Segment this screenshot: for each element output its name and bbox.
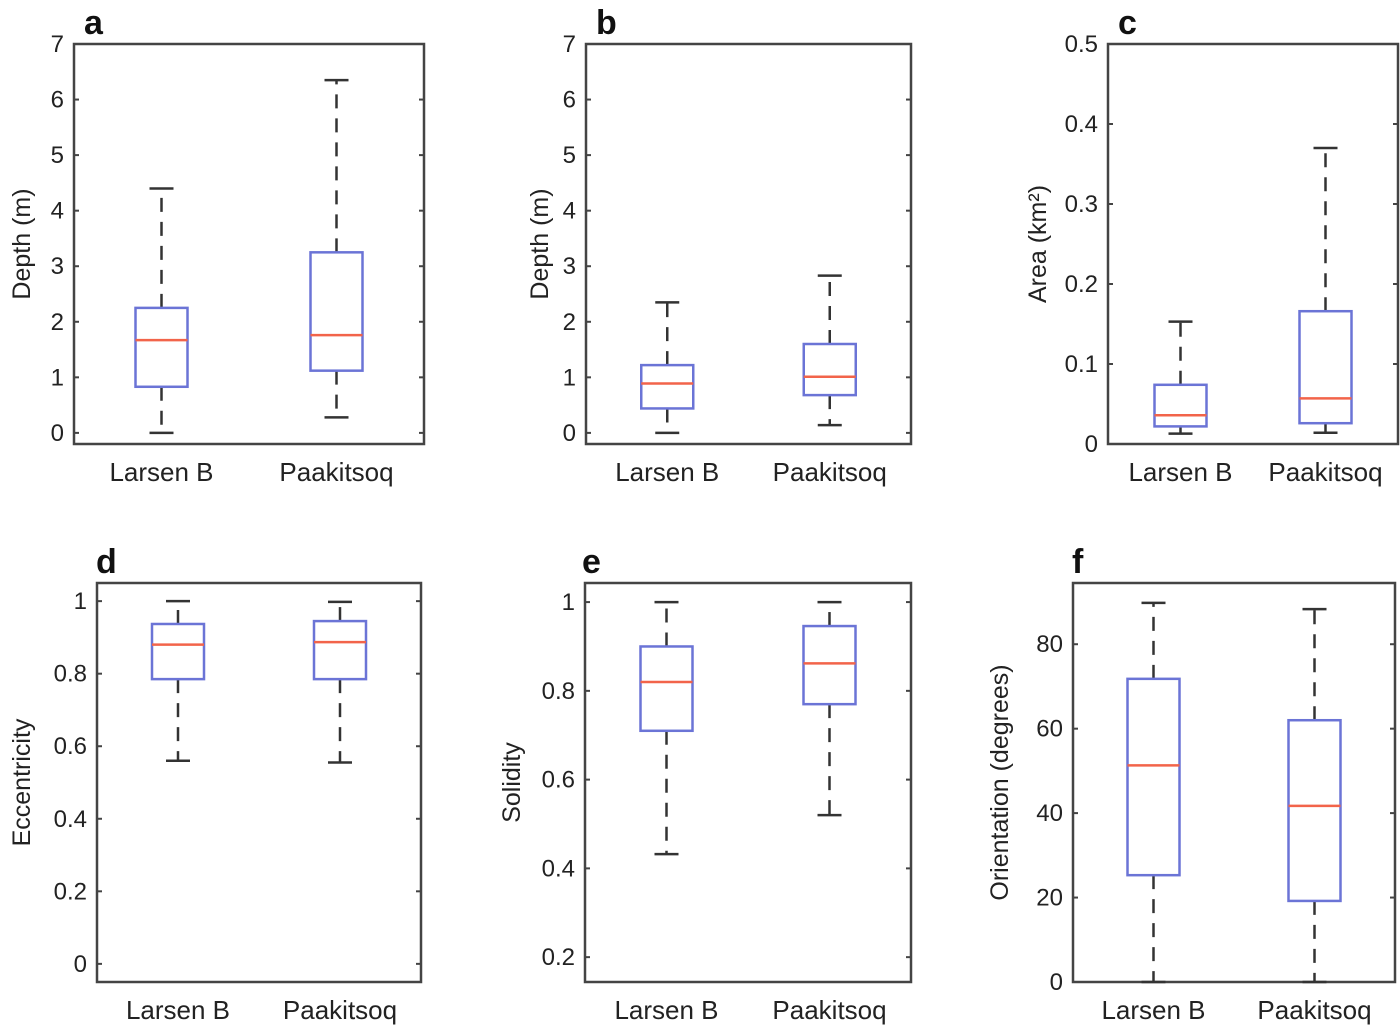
iqr-box bbox=[1126, 677, 1181, 877]
x-category-label: Paakitsoq bbox=[773, 457, 887, 487]
y-tick-label: 0.6 bbox=[542, 767, 575, 794]
x-category-label: Larsen B bbox=[614, 995, 718, 1025]
y-tick-label: 1 bbox=[74, 588, 87, 615]
y-tick-label: 0.2 bbox=[54, 878, 87, 905]
y-tick-label: 0.6 bbox=[54, 733, 87, 760]
y-axis-label: Depth (m) bbox=[8, 188, 36, 299]
axes-frame-a bbox=[72, 42, 426, 446]
y-tick-label: 6 bbox=[563, 87, 576, 114]
y-tick-label: 0 bbox=[1085, 431, 1098, 458]
y-tick-label: 0.8 bbox=[542, 678, 575, 705]
x-category-label: Larsen B bbox=[126, 995, 230, 1025]
y-tick-label: 0.5 bbox=[1065, 31, 1098, 58]
iqr-box bbox=[802, 624, 857, 706]
y-tick-label: 0 bbox=[563, 420, 576, 447]
y-axis-label: Solidity bbox=[498, 742, 526, 823]
x-category-label: Larsen B bbox=[1101, 995, 1205, 1025]
axes-frame-b bbox=[584, 42, 913, 446]
axes-frame-c bbox=[1106, 42, 1400, 446]
y-tick-label: 0.4 bbox=[542, 855, 575, 882]
panel-letter: a bbox=[84, 4, 104, 42]
axes-frame-f bbox=[1071, 581, 1397, 984]
y-tick-label: 0.1 bbox=[1065, 351, 1098, 378]
x-category-label: Paakitsoq bbox=[1257, 995, 1371, 1025]
iqr-box bbox=[640, 363, 695, 410]
x-category-label: Paakitsoq bbox=[279, 457, 393, 487]
panel-letter: f bbox=[1072, 543, 1084, 581]
axes-frame-d bbox=[95, 581, 423, 984]
y-tick-label: 3 bbox=[51, 253, 64, 280]
y-tick-label: 1 bbox=[562, 589, 575, 616]
y-tick-label: 5 bbox=[563, 142, 576, 169]
y-tick-label: 4 bbox=[51, 198, 64, 225]
y-tick-label: 4 bbox=[563, 198, 576, 225]
y-tick-label: 2 bbox=[563, 309, 576, 336]
panel-letter: e bbox=[582, 543, 601, 581]
y-axis-label: Eccentricity bbox=[8, 718, 36, 846]
y-tick-label: 0 bbox=[1050, 969, 1063, 996]
y-tick-label: 20 bbox=[1036, 885, 1063, 912]
y-tick-label: 0.4 bbox=[1065, 111, 1098, 138]
y-tick-label: 0.3 bbox=[1065, 191, 1098, 218]
x-category-label: Larsen B bbox=[109, 457, 213, 487]
iqr-box bbox=[639, 645, 694, 733]
iqr-box bbox=[309, 251, 364, 372]
panel-letter: c bbox=[1118, 4, 1137, 42]
x-category-label: Larsen B bbox=[1128, 457, 1232, 487]
iqr-box bbox=[1298, 309, 1353, 425]
x-category-label: Paakitsoq bbox=[283, 995, 397, 1025]
y-tick-label: 3 bbox=[563, 253, 576, 280]
y-tick-label: 0.8 bbox=[54, 661, 87, 688]
y-tick-label: 6 bbox=[51, 87, 64, 114]
y-axis-label: Area (km²) bbox=[1024, 185, 1052, 303]
y-tick-label: 2 bbox=[51, 309, 64, 336]
y-tick-label: 60 bbox=[1036, 716, 1063, 743]
y-tick-label: 80 bbox=[1036, 631, 1063, 658]
x-category-label: Larsen B bbox=[615, 457, 719, 487]
y-tick-label: 5 bbox=[51, 142, 64, 169]
y-tick-label: 1 bbox=[51, 364, 64, 391]
iqr-box bbox=[150, 622, 206, 681]
y-tick-label: 7 bbox=[51, 31, 64, 58]
panel-letter: b bbox=[596, 4, 617, 42]
iqr-box bbox=[134, 306, 189, 389]
y-axis-label: Orientation (degrees) bbox=[986, 664, 1014, 900]
iqr-box bbox=[802, 342, 857, 397]
y-tick-label: 0 bbox=[74, 951, 87, 978]
axes-frame-e bbox=[583, 581, 913, 984]
y-axis-label: Depth (m) bbox=[526, 188, 554, 299]
y-tick-label: 7 bbox=[563, 31, 576, 58]
x-category-label: Paakitsoq bbox=[772, 995, 886, 1025]
iqr-box bbox=[312, 619, 368, 681]
x-category-label: Paakitsoq bbox=[1268, 457, 1382, 487]
iqr-box bbox=[1153, 383, 1208, 428]
y-tick-label: 0.2 bbox=[1065, 271, 1098, 298]
y-tick-label: 0 bbox=[51, 420, 64, 447]
panel-letter: d bbox=[96, 543, 117, 581]
y-tick-label: 1 bbox=[563, 364, 576, 391]
y-tick-label: 0.2 bbox=[542, 944, 575, 971]
iqr-box bbox=[1287, 718, 1342, 903]
y-tick-label: 0.4 bbox=[54, 806, 87, 833]
y-tick-label: 40 bbox=[1036, 800, 1063, 827]
